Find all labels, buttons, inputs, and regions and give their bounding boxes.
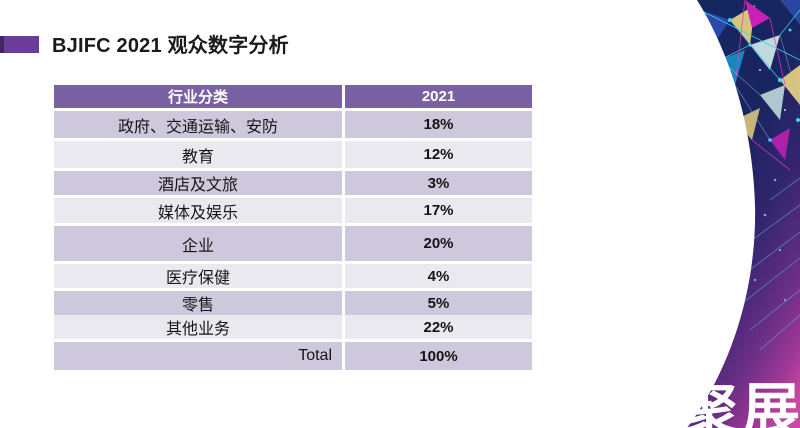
- decoration-panel: 聚展: [630, 0, 800, 428]
- row-value: 5%: [345, 291, 532, 315]
- table-body: 政府、交通运输、安防 18% 教育 12% 酒店及文旅 3% 媒体及娱乐 17%…: [54, 111, 532, 370]
- table-row: 酒店及文旅 3%: [54, 171, 532, 195]
- column-header-year: 2021: [345, 85, 532, 108]
- row-label: 医疗保健: [54, 264, 342, 288]
- table-row: 媒体及娱乐 17%: [54, 198, 532, 223]
- table-row: 教育 12%: [54, 141, 532, 168]
- title-accent-bar: [0, 36, 39, 53]
- audience-table: 行业分类 2021 政府、交通运输、安防 18% 教育 12% 酒店及文旅 3%…: [54, 85, 532, 370]
- plexus-pattern: [699, 0, 800, 171]
- row-label: 政府、交通运输、安防: [54, 111, 342, 138]
- juzhan-watermark: 聚展: [679, 378, 800, 428]
- page-title: BJIFC 2021 观众数字分析: [52, 35, 289, 57]
- row-value: 18%: [345, 111, 532, 138]
- row-label: 媒体及娱乐: [54, 198, 342, 223]
- column-header-category: 行业分类: [54, 85, 342, 108]
- row-label: 酒店及文旅: [54, 171, 342, 195]
- row-value: 17%: [345, 198, 532, 223]
- table-header-row: 行业分类 2021: [54, 85, 532, 108]
- streak-dots: [753, 178, 786, 301]
- row-value: 22%: [345, 315, 532, 339]
- row-label: 企业: [54, 226, 342, 261]
- row-value: 4%: [345, 264, 532, 288]
- row-value: 3%: [345, 171, 532, 195]
- row-value: 20%: [345, 226, 532, 261]
- table-row: 其他业务 22%: [54, 315, 532, 339]
- table-row: 零售 5%: [54, 291, 532, 315]
- table-row: 企业 20%: [54, 226, 532, 261]
- row-label: 零售: [54, 291, 342, 315]
- row-label: 教育: [54, 141, 342, 168]
- table-row-total: Total 100%: [54, 342, 532, 370]
- total-label: Total: [54, 342, 342, 370]
- table-row: 政府、交通运输、安防 18%: [54, 111, 532, 138]
- total-value: 100%: [345, 342, 532, 370]
- table-row: 医疗保健 4%: [54, 264, 532, 288]
- row-value: 12%: [345, 141, 532, 168]
- white-curve-mask: [630, 0, 756, 428]
- row-label: 其他业务: [54, 315, 342, 339]
